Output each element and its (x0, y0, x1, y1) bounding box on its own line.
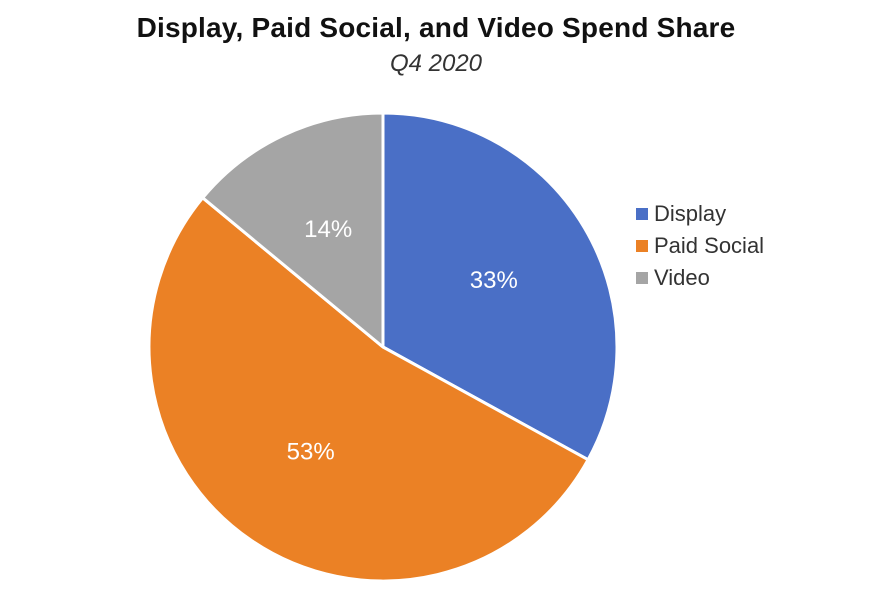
legend-swatch-video (636, 272, 648, 284)
pie-slice-paid-social (147, 196, 590, 583)
legend-item-paid-social: Paid Social (636, 230, 764, 262)
chart-subtitle: Q4 2020 (389, 50, 483, 77)
legend: Display Paid Social Video (636, 198, 764, 294)
legend-swatch-display (636, 208, 648, 220)
chart-title: Display, Paid Social, and Video Spend Sh… (136, 12, 736, 43)
pie-slice-video (201, 111, 385, 349)
legend-item-video: Video (636, 262, 764, 294)
legend-label-paid-social: Paid Social (654, 233, 765, 258)
legend-swatch-paid-social (636, 240, 648, 252)
pie-slice-display (381, 111, 619, 462)
legend-label-display: Display (654, 201, 727, 226)
legend-label-video: Video (654, 265, 710, 290)
slice-label-paid-social: 53% (287, 439, 335, 466)
legend-item-display: Display (636, 198, 764, 230)
slice-label-video: 14% (304, 216, 352, 243)
slice-label-display: 33% (470, 267, 518, 294)
